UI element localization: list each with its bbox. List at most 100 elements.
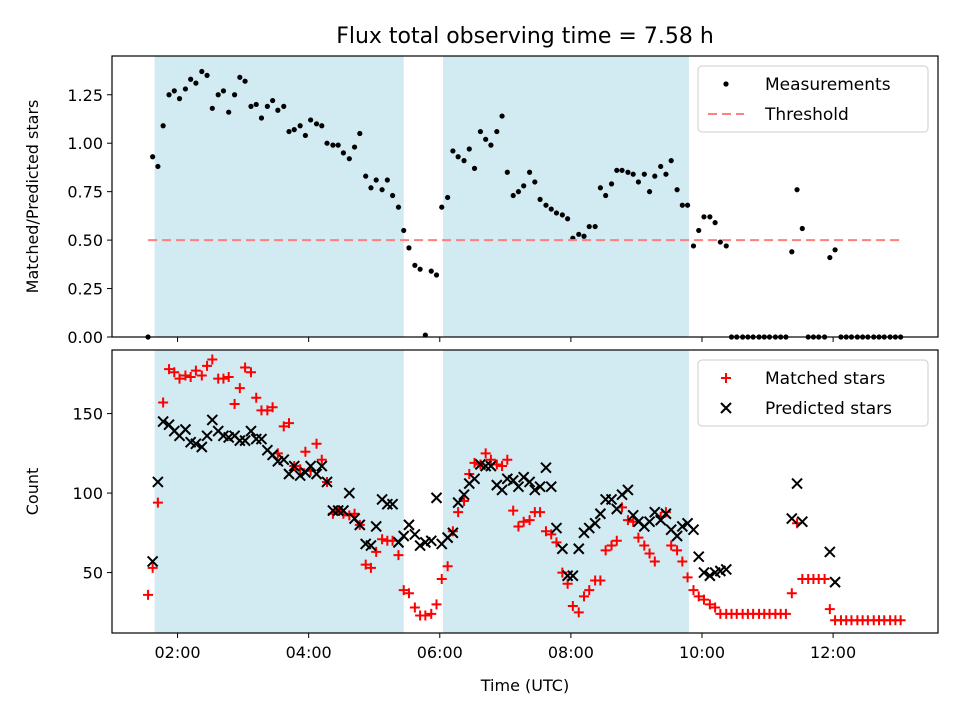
bottom-shaded-interval-0 [154,350,404,633]
top-y-axis-label: Matched/Predicted stars [23,100,42,294]
top-point-0-100 [690,243,697,249]
bottom-point-0-118 [786,588,797,599]
bottom-series-1 [146,414,841,588]
bottom-point-0-17 [234,383,245,394]
bottom-point-1-29 [304,460,317,472]
bottom-point-0-16 [229,399,240,410]
bottom-legend-label-0: Matched stars [765,369,885,389]
bottom-point-1-56 [452,496,464,509]
bottom-point-1-99 [687,523,700,536]
top-point-0-46 [395,204,402,210]
bottom-legend-label-1: Predicted stars [765,399,892,419]
bottom-legend-swatch-1 [720,402,732,414]
bottom-point-0-102 [698,594,709,605]
bottom-point-0-2 [152,497,163,508]
bottom-point-1-51 [425,535,437,547]
bottom-point-0-23 [267,402,278,413]
top-point-0-84 [603,192,609,199]
top-ytick-label-0: 0.00 [67,328,103,347]
bottom-point-1-38 [354,519,366,531]
top-point-0-11 [204,72,210,78]
top-point-0-32 [319,123,325,129]
xtick-label-5: 12:00 [810,643,856,662]
bottom-point-1-27 [294,469,306,482]
top-point-0-62 [483,136,489,142]
bottom-point-0-48 [403,588,414,599]
bottom-point-1-108 [796,516,809,528]
bottom-point-1-55 [447,527,459,539]
top-point-0-95 [663,171,669,177]
top-point-0-16 [231,92,238,98]
top-point-0-71 [532,179,538,185]
bottom-point-1-57 [458,488,470,501]
bottom-point-0-85 [606,540,617,551]
top-point-0-79 [576,231,582,237]
top-point-0-36 [340,150,347,156]
bottom-point-1-84 [605,493,618,506]
bottom-point-0-98 [677,556,688,567]
bottom-point-1-24 [278,453,290,466]
top-point-0-26 [286,128,292,135]
bottom-point-1-102 [704,570,716,582]
bottom-point-0-32 [316,454,327,465]
bottom-point-0-40 [360,559,371,570]
top-point-0-104 [712,220,718,226]
bottom-point-1-96 [671,530,683,542]
top-point-0-85 [608,181,615,187]
top-point-0-77 [565,216,571,222]
bottom-point-1-72 [540,461,552,474]
top-point-0-25 [281,103,287,109]
top-point-0-96 [668,158,674,164]
top-ytick-label-1: 0.25 [67,280,103,299]
top-ytick-label-4: 1.00 [67,134,103,153]
bottom-point-1-61 [479,460,492,472]
xtick-label-1: 04:00 [286,643,332,662]
top-point-0-37 [346,156,352,162]
top-point-0-88 [625,169,631,175]
bottom-point-1-6 [179,423,192,436]
bottom-point-1-33 [327,504,339,517]
top-point-0-47 [401,227,407,234]
top-point-0-65 [499,113,505,119]
bottom-point-0-70 [524,515,535,526]
top-point-0-14 [220,88,227,94]
top-point-0-82 [592,223,598,230]
top-point-0-9 [193,80,199,86]
bottom-point-0-14 [218,373,229,384]
bottom-y-axis-label: Count [23,468,42,516]
top-point-0-55 [445,194,451,201]
bottom-point-1-92 [649,506,661,518]
top-ytick-label-5: 1.25 [67,86,103,105]
bottom-point-1-71 [534,481,546,493]
top-point-0-13 [215,92,221,98]
top-point-0-99 [684,202,691,208]
top-point-0-20 [253,101,259,108]
bottom-point-0-47 [398,585,409,596]
top-point-0-34 [330,142,336,148]
top-point-0-66 [504,169,510,175]
top-point-0-89 [630,171,636,177]
xtick-label-3: 08:00 [548,643,594,662]
bottom-point-1-59 [468,473,481,485]
top-legend: Measurements Threshold [697,65,929,133]
top-point-0-54 [439,204,445,210]
top-point-0-35 [335,142,341,148]
bottom-point-1-32 [321,476,333,488]
bottom-legend-swatch-0 [721,373,731,383]
bottom-point-1-2 [157,415,169,428]
bottom-point-0-78 [567,600,578,611]
xtick-label-0: 02:00 [155,643,201,662]
bottom-ytick-label-1: 100 [72,484,103,503]
top-point-0-17 [237,74,243,80]
bottom-point-1-18 [245,425,257,437]
bottom-point-0-124 [819,573,830,584]
top-point-0-49 [412,262,418,268]
bottom-point-0-15 [223,372,234,383]
bottom-point-1-46 [398,530,410,542]
bottom-point-0-56 [447,526,458,537]
bottom-point-1-75 [556,543,569,555]
bottom-axes-frame [111,349,939,634]
top-point-0-12 [209,105,215,111]
bottom-point-1-110 [829,576,841,588]
